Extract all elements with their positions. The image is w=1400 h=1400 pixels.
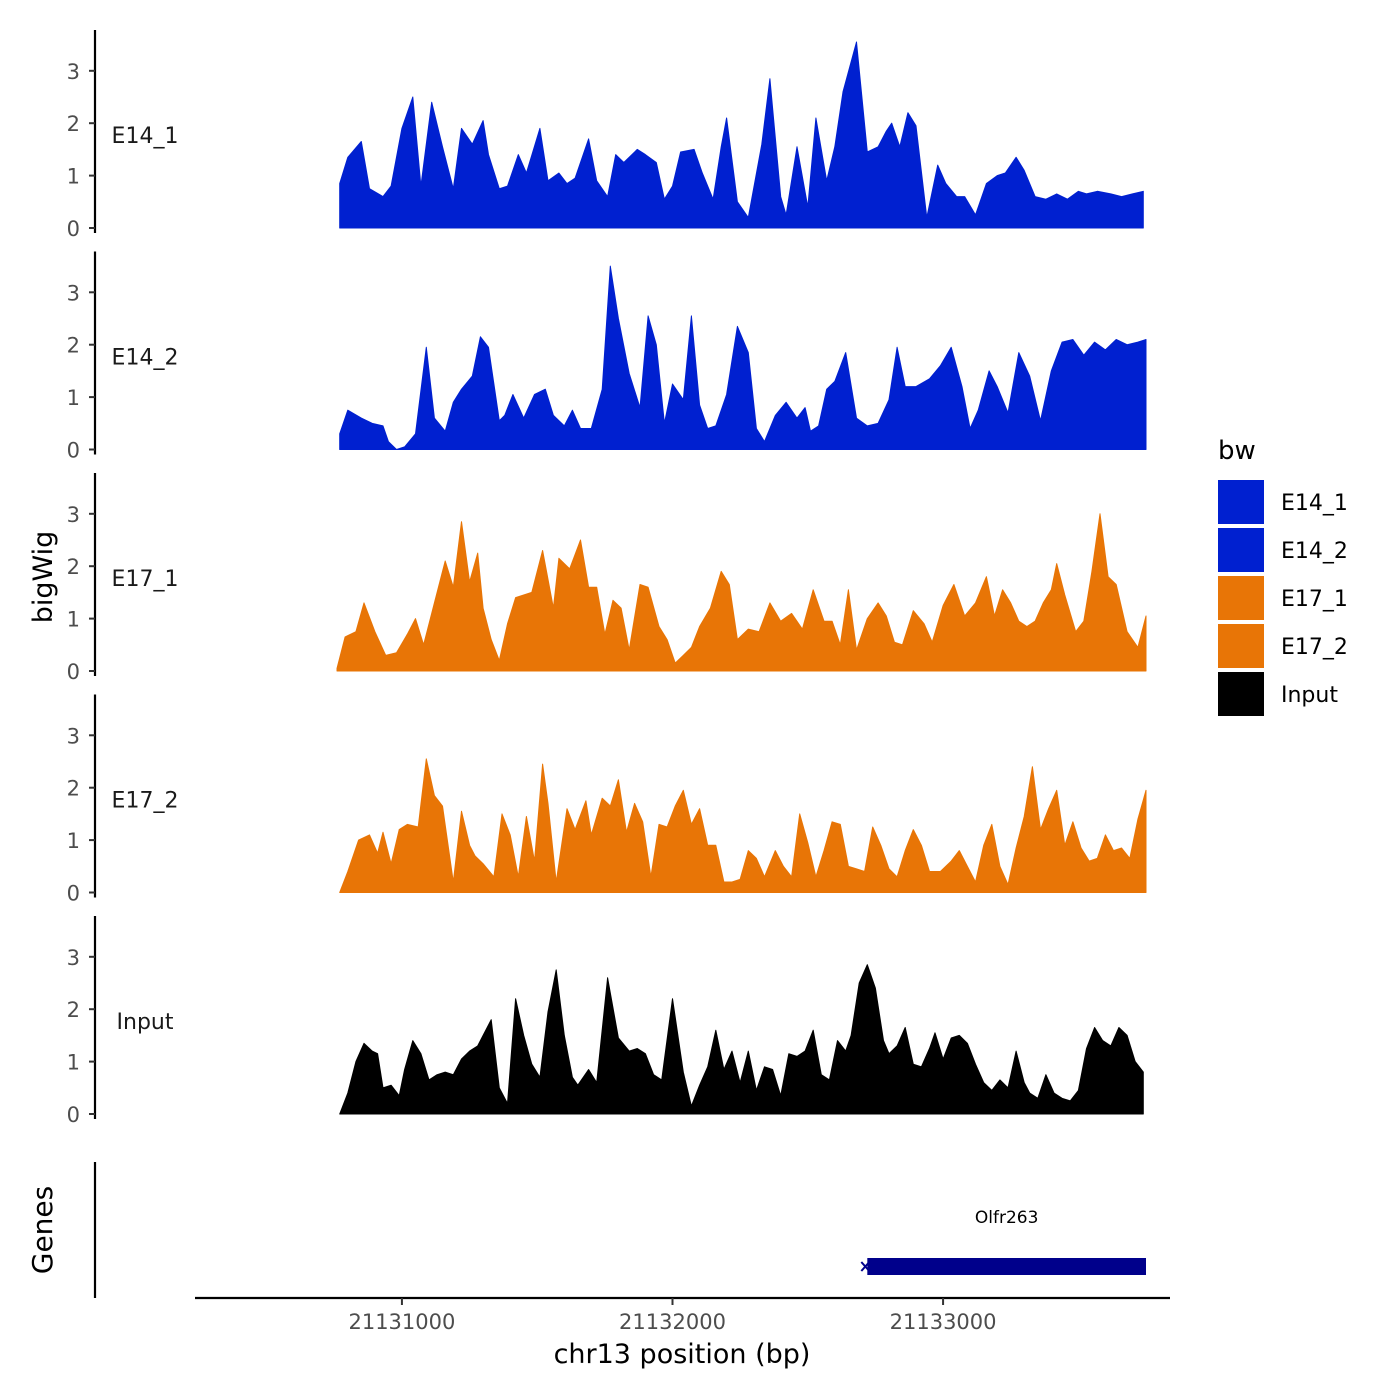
legend-swatch [1218, 576, 1264, 620]
legend-swatch [1218, 672, 1264, 716]
genes-panel-label: Genes [26, 1186, 59, 1274]
y-tick-label: 2 [67, 998, 80, 1022]
y-axis-title: bigWig [28, 531, 59, 624]
x-tick-label: 21132000 [619, 1310, 726, 1334]
y-tick-label: 0 [67, 1103, 80, 1127]
legend-item-E14_2: E14_2 [1218, 528, 1348, 572]
y-tick-label: 1 [67, 1051, 80, 1075]
y-tick-label: 3 [67, 503, 80, 527]
track-label: E14_2 [112, 346, 179, 371]
legend-label: E17_1 [1281, 587, 1348, 612]
gene-body [867, 1258, 1146, 1275]
track-label: E17_1 [112, 567, 179, 592]
y-tick-label: 0 [67, 439, 80, 463]
legend-items: E14_1 E14_2 E17_1 E17_2 Input [1218, 480, 1348, 716]
legend-item-E14_1: E14_1 [1218, 480, 1348, 524]
legend-swatch [1218, 528, 1264, 572]
y-tick-label: 3 [67, 946, 80, 970]
y-tick-label: 1 [67, 608, 80, 632]
y-tick-label: 1 [67, 165, 80, 189]
y-tick-label: 3 [67, 60, 80, 84]
signal-area [336, 513, 1147, 672]
signal-tracks: 0 1 2 3 E14_1 0 1 2 3 E14_2 0 1 2 3 E17_1 0 1 2 3 E17_2 0 1 2 3… [67, 30, 1147, 1127]
legend-swatch [1218, 624, 1264, 668]
track-label: E14_1 [112, 124, 179, 149]
track-E17_1: 0 1 2 3 E17_1 [67, 473, 1147, 684]
y-tick-label: 1 [67, 386, 80, 410]
signal-area [339, 964, 1144, 1115]
y-tick-label: 3 [67, 724, 80, 748]
y-tick-label: 1 [67, 829, 80, 853]
track-label: Input [117, 1010, 174, 1035]
signal-area [339, 758, 1147, 893]
genes-panel: Genes Olfr263 [26, 1162, 1146, 1298]
y-tick-label: 0 [67, 882, 80, 906]
legend-label: Input [1281, 683, 1338, 708]
x-axis: 21131000 21132000 21133000 chr13 position … [195, 1296, 1170, 1370]
y-tick-label: 2 [67, 112, 80, 136]
signal-area [339, 41, 1144, 229]
track-E14_1: 0 1 2 3 E14_1 [67, 30, 1144, 241]
x-tick-label: 21133000 [890, 1310, 997, 1334]
track-E14_2: 0 1 2 3 E14_2 [67, 251, 1147, 463]
legend: bw E14_1 E14_2 E17_1 E17_2 Input [1218, 436, 1348, 716]
y-tick-label: 2 [67, 777, 80, 801]
legend-item-Input: Input [1218, 672, 1338, 716]
legend-title: bw [1218, 436, 1256, 466]
track-label: E17_2 [112, 789, 179, 814]
gene-Olfr263: Olfr263 [860, 1208, 1146, 1275]
y-tick-label: 0 [67, 217, 80, 241]
y-tick-label: 3 [67, 281, 80, 305]
y-tick-label: 0 [67, 660, 80, 684]
gene-label: Olfr263 [975, 1208, 1039, 1228]
legend-item-E17_2: E17_2 [1218, 624, 1348, 668]
y-tick-label: 2 [67, 334, 80, 358]
y-tick-label: 2 [67, 555, 80, 579]
track-E17_2: 0 1 2 3 E17_2 [67, 694, 1147, 906]
x-tick-label: 21131000 [348, 1310, 455, 1334]
track-Input: 0 1 2 3 Input [67, 916, 1144, 1127]
legend-label: E17_2 [1281, 635, 1348, 660]
gene-strand-mark [860, 1261, 871, 1272]
legend-label: E14_1 [1281, 491, 1348, 516]
x-ticks: 21131000 21132000 21133000 [348, 1298, 997, 1334]
legend-swatch [1218, 480, 1264, 524]
x-axis-title: chr13 position (bp) [554, 1339, 811, 1370]
signal-area [339, 265, 1147, 450]
legend-item-E17_1: E17_1 [1218, 576, 1348, 620]
legend-label: E14_2 [1281, 539, 1348, 564]
gene-marks: Olfr263 [860, 1208, 1146, 1275]
